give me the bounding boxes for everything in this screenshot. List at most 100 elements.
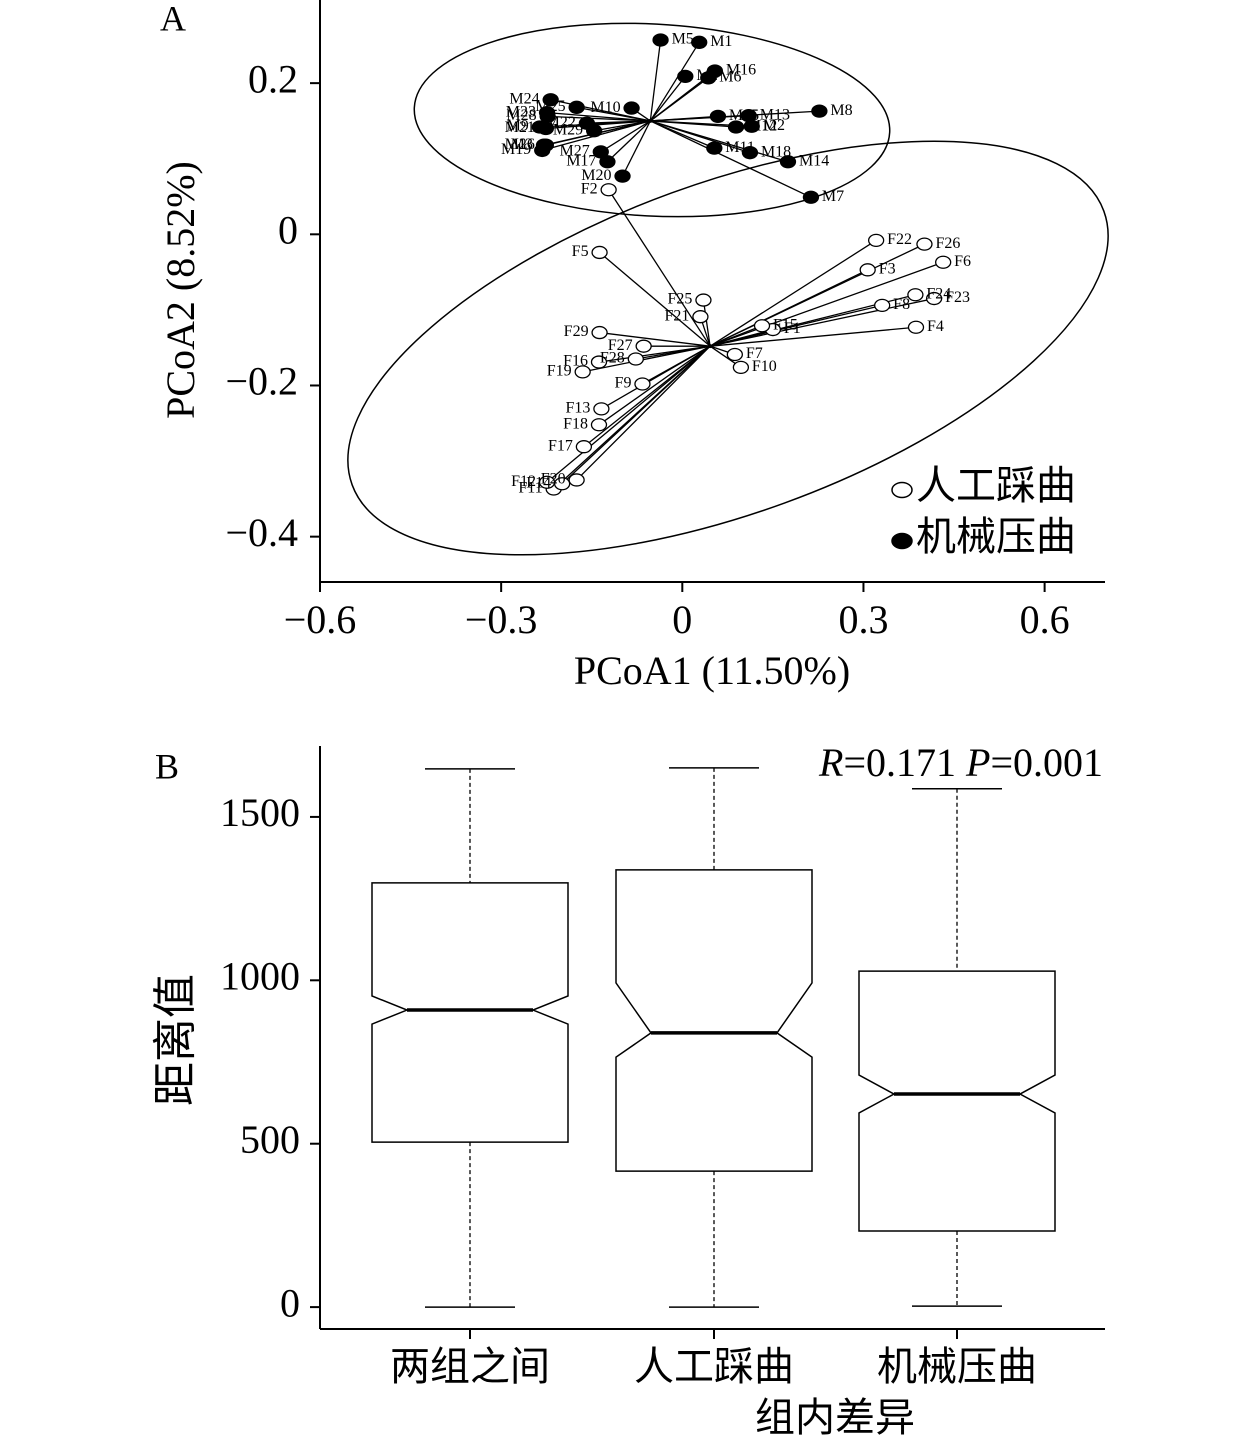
annotation-part: =0.171	[843, 740, 966, 785]
point	[600, 183, 617, 197]
point-label: F29	[564, 323, 589, 340]
spider-line	[710, 326, 917, 347]
point-label: F26	[935, 235, 960, 252]
point	[741, 146, 759, 160]
spider-line	[650, 120, 715, 149]
point-label: F1	[784, 320, 801, 337]
point-label: M17	[566, 152, 596, 169]
x-tick-label: −0.3	[465, 597, 538, 642]
point-label: F28	[600, 350, 625, 367]
point-label: M16	[726, 62, 756, 79]
point	[553, 477, 571, 491]
annotation: R=0.171 P=0.001	[818, 740, 1103, 785]
group-label: 组内差异	[755, 1395, 915, 1440]
point	[623, 101, 640, 115]
box	[615, 869, 813, 1172]
point-label: M24	[509, 90, 539, 107]
x-tick-label: 机械压曲	[877, 1344, 1037, 1389]
point	[859, 263, 876, 277]
spider-line	[709, 297, 935, 347]
spider-line	[576, 106, 651, 122]
point-label: M8	[830, 102, 852, 119]
point	[706, 141, 723, 155]
spider-line	[598, 345, 711, 426]
point-label: F4	[927, 318, 944, 335]
legend-label: 机械压曲	[916, 514, 1076, 559]
box	[858, 970, 1056, 1232]
spider-line	[599, 251, 711, 347]
point	[874, 298, 891, 313]
centroid	[708, 344, 713, 349]
point	[634, 377, 651, 391]
spider-line	[606, 120, 651, 163]
ellipse	[413, 22, 891, 218]
point	[732, 360, 750, 374]
point-label: M10	[590, 99, 620, 116]
point	[575, 440, 593, 454]
spider-line	[650, 120, 751, 154]
point	[574, 365, 591, 379]
y-tick-label: 1000	[220, 953, 300, 998]
point-label: F20	[541, 471, 566, 488]
y-tick-label: 1500	[220, 790, 300, 835]
y-tick-label: 0	[280, 1280, 300, 1325]
point	[635, 339, 652, 353]
panel-letter: B	[155, 746, 179, 786]
point-label: M21	[505, 119, 535, 136]
point	[907, 288, 924, 302]
point-label: F10	[752, 358, 777, 375]
point	[692, 310, 709, 324]
spider-line	[601, 345, 711, 410]
point	[867, 233, 885, 248]
point-label: M3	[511, 136, 533, 153]
x-tick-label: 人工踩曲	[634, 1344, 794, 1389]
point	[677, 69, 694, 83]
point-label: M12	[747, 118, 777, 135]
y-tick-label: −0.2	[225, 359, 298, 404]
spider-line	[561, 345, 711, 485]
point	[585, 124, 603, 138]
point-label: M28	[506, 107, 536, 124]
point	[539, 109, 556, 124]
point-label: M13	[760, 106, 790, 123]
panel-letter: A	[160, 0, 186, 38]
spider-line	[635, 345, 711, 360]
point-label: F5	[572, 243, 589, 260]
y-axis-title: PCoA2 (8.52%)	[158, 161, 203, 419]
point	[593, 402, 610, 416]
annotation-part: =0.001	[990, 740, 1103, 785]
ellipse	[347, 140, 1109, 556]
point	[726, 347, 743, 362]
point	[753, 319, 771, 333]
spider-line	[650, 120, 737, 128]
point-label: F22	[887, 231, 912, 248]
point	[542, 93, 559, 107]
point	[802, 190, 820, 204]
point-label: M6	[719, 69, 741, 86]
point	[811, 104, 828, 118]
x-tick-label: 两组之间	[390, 1344, 550, 1389]
point-label: M7	[822, 188, 844, 205]
panel-b: B 距离值 组内差异 R=0.171 P=0.001 0 500 1000 1500 两…	[151, 740, 1105, 1440]
point-label: F17	[548, 437, 573, 454]
point	[706, 64, 724, 78]
spider-line	[583, 345, 711, 448]
spider-line	[649, 75, 686, 122]
spider-line	[594, 120, 651, 132]
point-label: F19	[547, 363, 572, 380]
point	[590, 418, 608, 432]
point	[591, 245, 608, 260]
spider-line	[599, 331, 711, 347]
point-label: F6	[954, 253, 971, 270]
point	[627, 352, 644, 366]
spider-line	[702, 299, 711, 347]
y-axis-title: 距离值	[151, 974, 200, 1106]
point-label: F11	[518, 480, 542, 497]
point	[709, 109, 727, 124]
annotation-part: P	[965, 740, 990, 785]
legend-marker	[891, 481, 913, 499]
point-label: M9	[507, 118, 529, 135]
point	[592, 145, 609, 159]
point	[537, 138, 554, 152]
point-label: M14	[799, 152, 829, 169]
